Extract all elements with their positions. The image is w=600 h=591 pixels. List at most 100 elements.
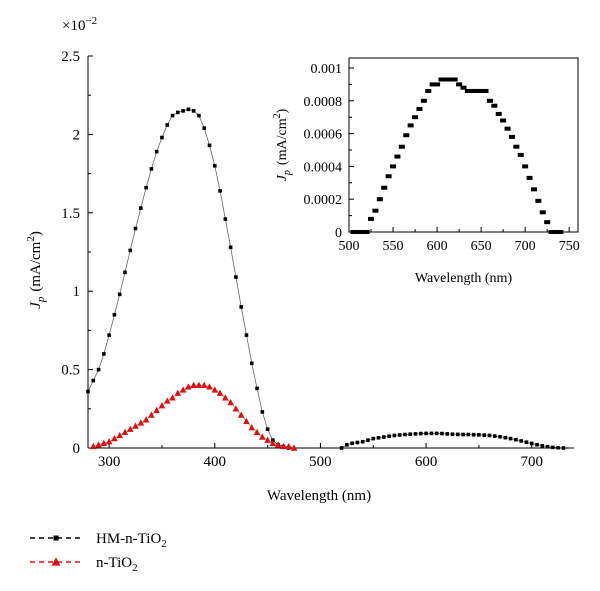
data-point — [535, 442, 539, 447]
inset-data-point — [513, 144, 520, 149]
inset-data-point — [398, 144, 405, 149]
data-point — [212, 163, 217, 168]
data-point — [260, 410, 265, 414]
inset-data-point — [442, 77, 449, 82]
data-point — [392, 433, 397, 438]
inset-data-point — [390, 164, 397, 169]
data-point — [185, 383, 192, 390]
data-point — [116, 431, 123, 439]
data-point — [429, 431, 434, 436]
data-point — [561, 446, 566, 450]
x-tick-label: 400 — [204, 454, 227, 470]
data-point — [153, 406, 160, 414]
inset-data-point — [456, 82, 463, 87]
data-point — [126, 425, 134, 432]
inset-data-point — [381, 185, 388, 190]
data-point — [545, 444, 550, 449]
data-point — [408, 432, 413, 437]
data-point — [112, 312, 117, 317]
inset-data-point — [504, 126, 511, 131]
data-point — [216, 389, 224, 396]
inset-data-point — [478, 88, 485, 93]
data-point — [519, 439, 523, 443]
data-point — [355, 440, 360, 445]
y-axis-label: Jp(mA/cm2) — [25, 231, 47, 309]
data-point — [102, 352, 106, 356]
data-point — [174, 389, 182, 396]
data-point — [249, 361, 254, 366]
data-point — [477, 433, 481, 437]
y-tick-label: 1.5 — [61, 206, 80, 222]
inset-data-point — [464, 88, 471, 93]
data-point — [403, 432, 407, 437]
inset-data-point — [473, 88, 480, 93]
data-point — [202, 126, 207, 130]
inset-data-point — [403, 133, 410, 138]
x-tick-label: 300 — [98, 454, 121, 470]
data-point — [227, 398, 234, 406]
data-point — [461, 432, 465, 437]
data-point — [237, 411, 245, 418]
data-point — [455, 432, 460, 437]
data-point — [211, 386, 219, 393]
series-line — [87, 108, 564, 449]
inset-data-point — [368, 216, 375, 221]
data-point — [218, 189, 222, 193]
inset-data-point — [451, 77, 458, 82]
inset-data-point — [522, 164, 529, 169]
inset-y-tick-label: 0.0004 — [304, 160, 343, 175]
data-point — [498, 434, 502, 439]
data-point — [86, 389, 90, 394]
y-multiplier: ×10−2 — [62, 15, 97, 34]
data-point — [179, 386, 187, 393]
inset-data-point — [372, 208, 379, 213]
data-point — [148, 411, 155, 418]
data-point — [96, 367, 101, 372]
x-tick-label: 500 — [309, 454, 332, 470]
data-point — [154, 149, 159, 154]
inset-data-point — [394, 154, 401, 159]
inset-data-point — [535, 198, 542, 203]
data-point — [382, 435, 386, 439]
inset-data-point — [420, 98, 427, 103]
inset-y-tick-label: 0.001 — [311, 62, 343, 77]
inset-data-point — [385, 174, 392, 179]
inset-data-point — [407, 123, 414, 128]
data-point — [200, 381, 208, 388]
data-point — [280, 442, 287, 450]
data-point — [471, 432, 476, 437]
data-point — [248, 424, 256, 431]
data-point — [269, 439, 277, 446]
inset-y-tick-label: 0.0002 — [304, 193, 343, 208]
data-point — [264, 436, 271, 443]
y-tick-label: 0 — [73, 441, 81, 457]
data-point — [195, 381, 203, 388]
inset-data-point — [548, 230, 555, 234]
data-point — [89, 442, 97, 450]
data-point — [139, 206, 143, 210]
inset-x-tick-label: 600 — [427, 239, 448, 254]
data-point — [529, 441, 534, 446]
data-point — [387, 434, 391, 439]
inset-x-axis-label: Wavelength (nm) — [415, 271, 513, 286]
data-point — [160, 135, 164, 140]
data-point — [206, 383, 213, 390]
data-point — [121, 428, 129, 436]
data-point — [345, 443, 349, 447]
inset-data-point — [447, 77, 454, 82]
inset-data-point — [429, 82, 436, 87]
data-point — [197, 113, 201, 118]
inset-data-point — [500, 118, 507, 123]
data-point — [450, 432, 455, 437]
inset-y-tick-label: 0 — [335, 226, 342, 241]
inset-data-point — [412, 115, 419, 120]
data-point — [350, 441, 354, 446]
data-point — [360, 439, 365, 444]
inset-data-point — [482, 88, 489, 93]
data-point — [466, 432, 471, 437]
inset-data-point — [495, 111, 502, 116]
x-axis-label: Wavelength (nm) — [267, 488, 371, 504]
data-point — [556, 445, 560, 450]
data-point — [290, 444, 298, 451]
